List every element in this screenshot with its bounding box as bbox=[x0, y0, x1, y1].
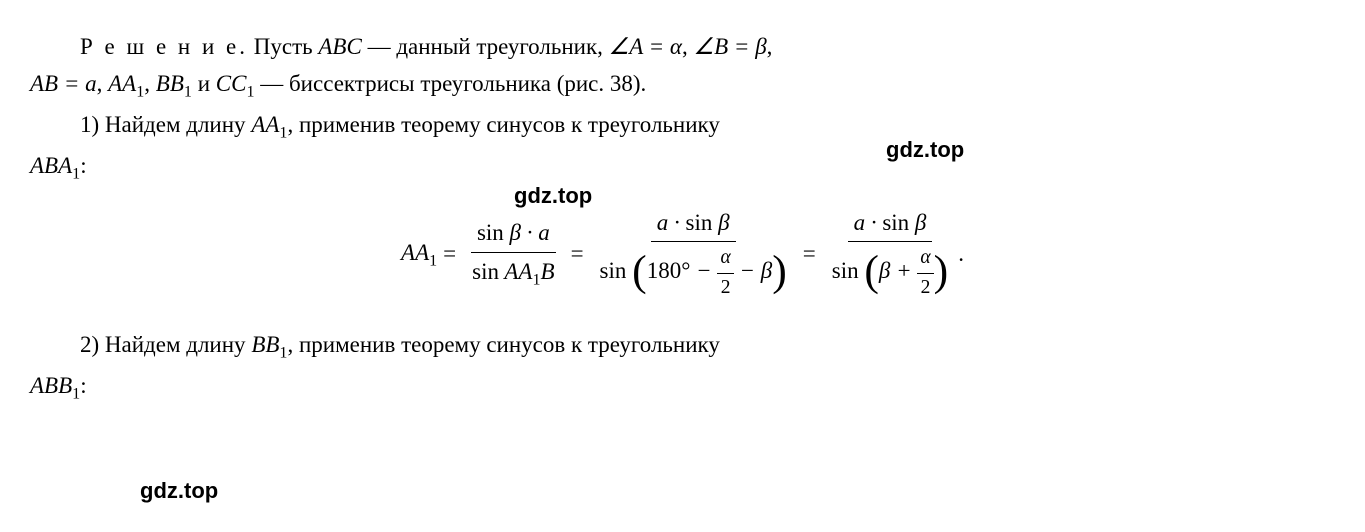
paragraph-2: AB = a, AA1, BB1 и CC1 — биссектрисы тре… bbox=[30, 67, 1335, 104]
eq-lhs: AA1 bbox=[401, 236, 437, 273]
math-bb1: BB1 bbox=[156, 71, 192, 96]
eq-frac-2: a · sin β sin (180° − α2 − β) bbox=[594, 204, 793, 304]
text: , bbox=[97, 71, 109, 96]
math-aa1: AA1 bbox=[108, 71, 144, 96]
math-aba1: ABA1 bbox=[30, 153, 80, 178]
text: , применив теорему синусов к треугольник… bbox=[287, 332, 719, 357]
text: , применив теорему синусов к треугольник… bbox=[287, 112, 719, 137]
text: 1) Найдем длину bbox=[80, 112, 251, 137]
equation-1: AA1 = sin β · a sin AA1B = a · sin β sin… bbox=[30, 204, 1335, 304]
lead-word: Р е ш е н и е. bbox=[80, 34, 248, 59]
text: : bbox=[80, 153, 86, 178]
math-angle-a: ∠A = α bbox=[609, 34, 682, 59]
text: — данный треугольник, bbox=[362, 34, 609, 59]
paragraph-6: ABB1: bbox=[30, 369, 1335, 406]
paragraph-3: 1) Найдем длину AA1, применив теорему си… bbox=[30, 108, 1335, 145]
paragraph-1: Р е ш е н и е. Пусть ABC — данный треуго… bbox=[30, 30, 1335, 63]
math-angle-b: ∠B = β bbox=[694, 34, 767, 59]
text: 2) Найдем длину bbox=[80, 332, 251, 357]
text: : bbox=[80, 373, 86, 398]
eq-equals-1: = bbox=[443, 237, 456, 270]
text: Пусть bbox=[248, 34, 318, 59]
text: , bbox=[144, 71, 156, 96]
watermark-3: gdz.top bbox=[140, 475, 218, 507]
math-abc: ABC bbox=[318, 34, 361, 59]
text: , bbox=[682, 34, 694, 59]
eq-equals-3: = bbox=[803, 237, 816, 270]
text: , bbox=[767, 34, 773, 59]
math-bb1-b: BB1 bbox=[251, 332, 287, 357]
math-cc1: CC1 bbox=[216, 71, 255, 96]
eq-frac-1: sin β · a sin AA1B bbox=[466, 214, 560, 293]
math-abb1: ABB1 bbox=[30, 373, 80, 398]
eq-frac-3: a · sin β sin (β + α2) bbox=[826, 204, 954, 304]
paragraph-5: 2) Найдем длину BB1, применив теорему си… bbox=[30, 328, 1335, 365]
text: и bbox=[192, 71, 216, 96]
watermark-1: gdz.top bbox=[886, 134, 964, 166]
math-aa1-b: AA1 bbox=[251, 112, 287, 137]
eq-period: . bbox=[958, 237, 964, 270]
watermark-2: gdz.top bbox=[514, 180, 592, 212]
paragraph-4: ABA1: bbox=[30, 149, 1335, 186]
eq-equals-2: = bbox=[571, 237, 584, 270]
text: — биссектрисы треугольника (рис. 38). bbox=[254, 71, 646, 96]
math-ab-a: AB = a bbox=[30, 71, 97, 96]
